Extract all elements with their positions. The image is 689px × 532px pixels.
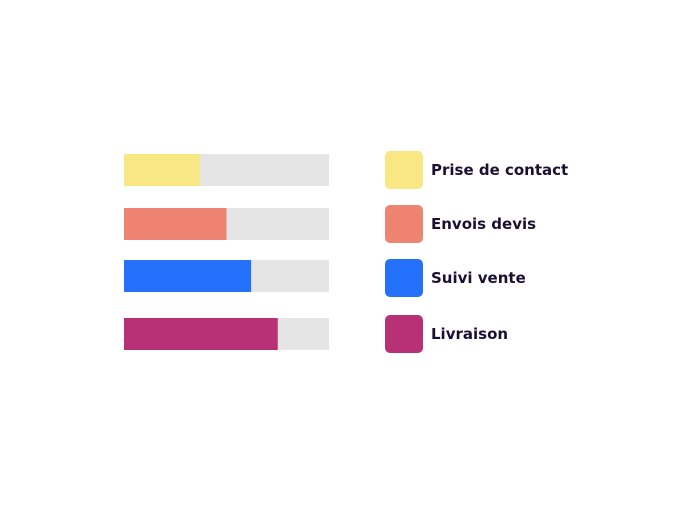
legend-swatch-3 xyxy=(385,259,423,297)
legend-swatch-2 xyxy=(385,205,423,243)
legend-label-1: Prise de contact xyxy=(431,161,568,179)
bars-group xyxy=(124,154,329,350)
bar-fill-2 xyxy=(124,208,227,240)
bar-fill-3 xyxy=(124,260,252,292)
legend-label-4: Livraison xyxy=(431,325,508,343)
legend-label-3: Suivi vente xyxy=(431,269,526,287)
legend-swatch-1 xyxy=(385,151,423,189)
bar-fill-1 xyxy=(124,154,200,186)
legend-swatch-4 xyxy=(385,315,423,353)
legend: Prise de contact Envois devis Suivi vente L… xyxy=(385,151,568,353)
bar-fill-4 xyxy=(124,318,278,350)
legend-label-2: Envois devis xyxy=(431,215,536,233)
